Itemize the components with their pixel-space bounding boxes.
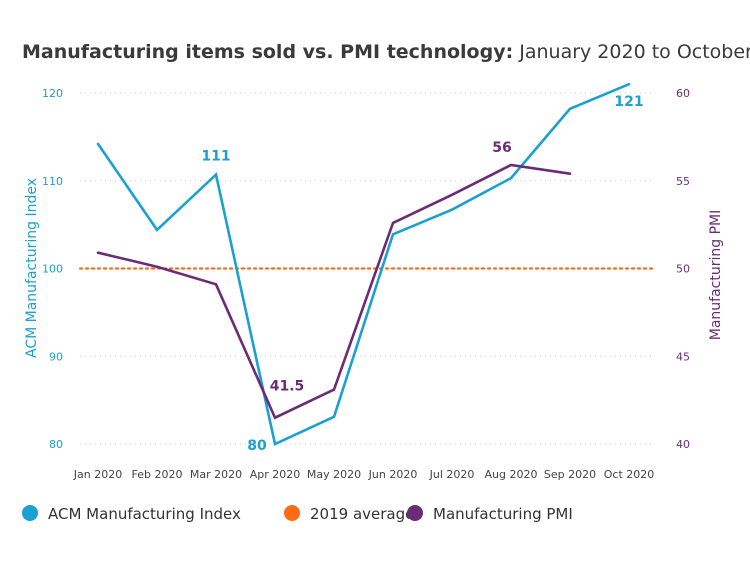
- left-tick-label: 100: [42, 263, 63, 276]
- data-label-56: 56: [492, 140, 511, 156]
- right-tick-label: 60: [676, 87, 690, 100]
- data-label-80: 80: [247, 438, 267, 454]
- legend-label-1: 2019 average: [310, 505, 414, 523]
- series-lines: [96, 82, 631, 446]
- pmi-line: [96, 163, 572, 420]
- legend-label-0: ACM Manufacturing Index: [48, 505, 241, 523]
- legend-swatch-2: [407, 505, 423, 521]
- x-tick-label: Apr 2020: [250, 468, 301, 481]
- right-tick-label: 55: [676, 175, 690, 188]
- x-tick-label: Feb 2020: [132, 468, 183, 481]
- x-tick-label: Mar 2020: [190, 468, 242, 481]
- chart-title: Manufacturing items sold vs. PMI technol…: [22, 41, 750, 63]
- chart-title-rest: January 2020 to October 2020: [513, 41, 750, 63]
- x-tick-label: Jan 2020: [73, 468, 122, 481]
- legend-label-2: Manufacturing PMI: [433, 505, 573, 523]
- data-labels: 111 80 121 41.5 56: [201, 94, 643, 454]
- legend-swatch-0: [22, 505, 38, 521]
- chart-title-bold: Manufacturing items sold vs. PMI technol…: [22, 41, 513, 63]
- right-tick-label: 50: [676, 263, 690, 276]
- right-tick-label: 45: [676, 350, 690, 363]
- right-tick-label: 40: [676, 438, 690, 451]
- left-tick-label: 120: [42, 87, 63, 100]
- data-label-121: 121: [614, 94, 643, 110]
- data-label-111: 111: [201, 149, 230, 165]
- left-tick-label: 80: [49, 438, 63, 451]
- x-tick-label: Oct 2020: [604, 468, 655, 481]
- legend-swatch-1: [284, 505, 300, 521]
- x-tick-label: Aug 2020: [485, 468, 538, 481]
- right-axis-title: Manufacturing PMI: [708, 210, 724, 340]
- legend: ACM Manufacturing Index 2019 average Manuf…: [22, 505, 573, 523]
- x-tick-label: Sep 2020: [544, 468, 596, 481]
- left-tick-label: 90: [49, 350, 63, 363]
- x-tick-label: Jul 2020: [429, 468, 475, 481]
- acm-index-line: [96, 82, 631, 446]
- data-label-41-5: 41.5: [270, 379, 305, 395]
- left-axis-ticks: 80 90 100 110 120: [42, 87, 63, 451]
- x-tick-label: Jun 2020: [368, 468, 418, 481]
- x-axis-ticks: Jan 2020 Feb 2020 Mar 2020 Apr 2020 May 2020…: [73, 468, 654, 481]
- x-tick-label: May 2020: [307, 468, 361, 481]
- left-axis-title: ACM Manufacturing Index: [24, 178, 40, 358]
- left-tick-label: 110: [42, 175, 63, 188]
- right-axis-ticks: 40 45 50 55 60: [676, 87, 690, 451]
